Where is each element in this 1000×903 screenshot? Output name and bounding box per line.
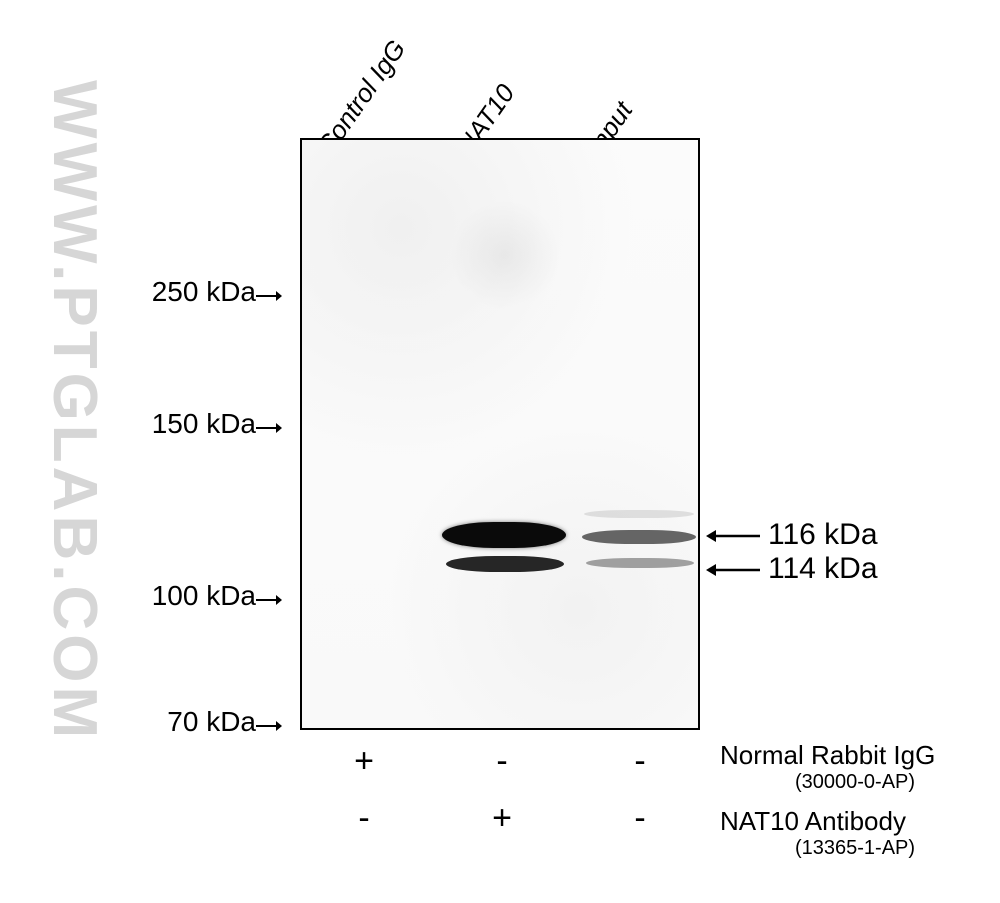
band-nat10-upper xyxy=(442,522,566,548)
mw-marker-100: 100 kDa xyxy=(122,580,282,614)
condition-cell: + xyxy=(436,799,568,838)
mw-marker-text: 250 kDa xyxy=(152,276,256,307)
band-input-faint xyxy=(584,510,694,518)
band-pointer-116: 116 kDa xyxy=(706,518,878,552)
mw-marker-250: 250 kDa xyxy=(122,276,282,310)
figure-container: WWW.PTGLAB.COM Control IgG NAT10 Input 2… xyxy=(0,0,1000,903)
watermark-text: WWW.PTGLAB.COM xyxy=(39,80,110,742)
arrow-right-icon xyxy=(256,582,282,614)
reagent-main-label: Normal Rabbit IgG xyxy=(720,740,990,771)
arrow-right-icon xyxy=(256,708,282,740)
mw-marker-text: 100 kDa xyxy=(152,580,256,611)
band-nat10-lower xyxy=(446,556,564,572)
condition-cell: - xyxy=(436,742,568,781)
blot-frame xyxy=(300,138,700,730)
arrow-left-icon xyxy=(706,518,760,552)
arrow-right-icon xyxy=(256,278,282,310)
condition-cell: - xyxy=(574,742,706,781)
mw-marker-150: 150 kDa xyxy=(122,408,282,442)
smear xyxy=(450,200,560,310)
band-pointer-114: 114 kDa xyxy=(706,552,878,586)
band-pointer-label: 114 kDa xyxy=(768,552,878,586)
reagent-labels: Normal Rabbit IgG (30000-0-AP) NAT10 Ant… xyxy=(720,740,990,872)
condition-row-2: - + - xyxy=(298,799,706,838)
reagent-block-1: Normal Rabbit IgG (30000-0-AP) xyxy=(720,740,990,794)
band-input-lower xyxy=(586,558,694,568)
reagent-block-2: NAT10 Antibody (13365-1-AP) xyxy=(720,806,990,860)
mw-marker-text: 70 kDa xyxy=(167,706,256,737)
lane-labels-group: Control IgG NAT10 Input xyxy=(300,14,720,144)
band-pointer-label: 116 kDa xyxy=(768,518,878,552)
condition-cell: + xyxy=(298,742,430,781)
reagent-sub-label: (13365-1-AP) xyxy=(720,837,990,860)
reagent-main-label: NAT10 Antibody xyxy=(720,806,990,837)
arrow-left-icon xyxy=(706,552,760,586)
mw-marker-text: 150 kDa xyxy=(152,408,256,439)
reagent-sub-label: (30000-0-AP) xyxy=(720,771,990,794)
condition-cell: - xyxy=(298,799,430,838)
band-input-upper xyxy=(582,530,696,544)
arrow-right-icon xyxy=(256,410,282,442)
mw-marker-70: 70 kDa xyxy=(122,706,282,740)
condition-cell: - xyxy=(574,799,706,838)
condition-row-1: + - - xyxy=(298,742,706,781)
condition-grid: + - - - + - xyxy=(298,742,706,856)
